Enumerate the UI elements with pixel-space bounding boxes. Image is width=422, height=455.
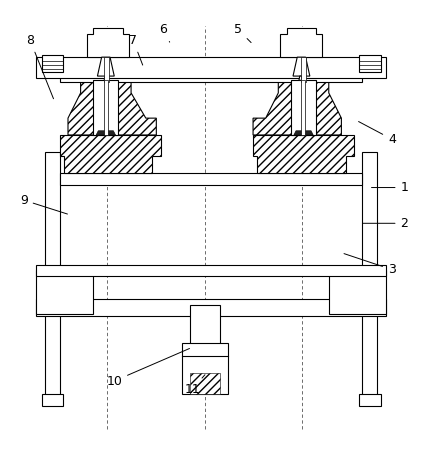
Text: 7: 7 <box>129 34 143 65</box>
Bar <box>60 173 362 186</box>
Polygon shape <box>280 28 322 57</box>
Polygon shape <box>299 76 302 80</box>
Bar <box>360 394 381 406</box>
Polygon shape <box>253 80 341 135</box>
Text: 11: 11 <box>184 375 205 396</box>
Bar <box>42 55 63 72</box>
Polygon shape <box>104 76 108 80</box>
Bar <box>291 80 316 135</box>
Bar <box>362 152 377 404</box>
Text: 2: 2 <box>363 217 408 230</box>
Bar <box>93 80 119 135</box>
Bar <box>36 57 386 78</box>
Bar <box>190 305 220 345</box>
Text: 10: 10 <box>106 349 189 388</box>
Text: 4: 4 <box>359 121 396 146</box>
Polygon shape <box>293 57 310 76</box>
Polygon shape <box>190 373 220 394</box>
Polygon shape <box>294 131 313 135</box>
Bar <box>60 71 362 82</box>
Bar <box>360 55 381 72</box>
Bar <box>182 343 228 394</box>
Text: 8: 8 <box>26 34 54 99</box>
Polygon shape <box>97 57 114 76</box>
Bar <box>301 80 305 135</box>
Text: 5: 5 <box>234 23 251 43</box>
Bar <box>36 265 386 276</box>
Polygon shape <box>253 135 354 173</box>
Bar <box>104 80 108 135</box>
Text: 9: 9 <box>20 194 68 214</box>
Bar <box>36 269 93 314</box>
Polygon shape <box>87 28 129 57</box>
Text: 6: 6 <box>159 23 170 42</box>
Bar <box>45 152 60 404</box>
Text: 1: 1 <box>371 181 408 194</box>
Bar <box>104 57 109 82</box>
Polygon shape <box>60 135 160 173</box>
Bar <box>36 299 386 316</box>
Polygon shape <box>96 131 116 135</box>
Bar <box>329 269 386 314</box>
Bar <box>300 57 306 82</box>
Bar <box>42 394 63 406</box>
Text: 3: 3 <box>344 253 396 276</box>
Polygon shape <box>68 80 156 135</box>
